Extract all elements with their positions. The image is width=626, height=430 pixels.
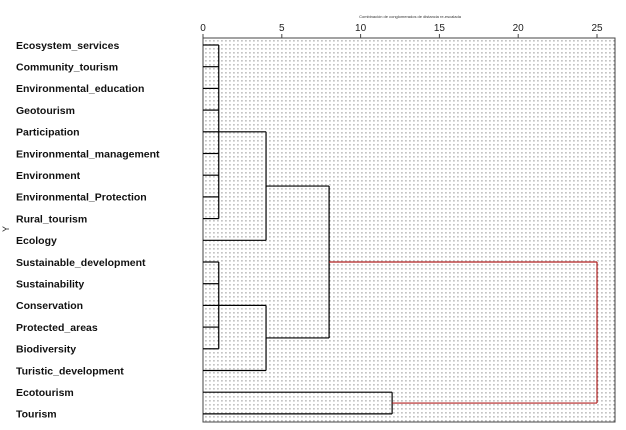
leaf-label-ecotourism: Ecotourism [16,387,74,399]
x-tick-label-25: 25 [591,23,603,34]
leaf-label-participation: Participation [16,127,80,139]
leaf-label-environment: Environment [16,170,81,182]
x-tick-label-10: 10 [355,23,367,34]
leaf-label-geotourism: Geotourism [16,105,75,117]
leaf-label-turistic-development: Turistic_development [16,365,124,377]
chart-title: Combinación de conglomerados de distanci… [359,14,462,19]
leaf-label-ecosystem-services: Ecosystem_services [16,40,119,52]
leaf-labels: Ecosystem_services Community_tourism Envir… [16,40,160,421]
x-tick-label-5: 5 [279,23,285,34]
leaf-label-environmental-education: Environmental_education [16,83,144,95]
leaf-label-community-tourism: Community_tourism [16,62,118,74]
leaf-label-environmental-protection: Environmental_Protection [16,192,147,204]
leaf-label-environmental-management: Environmental_management [16,148,160,160]
dendrogram-links [203,44,598,415]
leaf-label-sustainable-development: Sustainable_development [16,257,146,269]
x-tick-label-15: 15 [434,23,446,34]
leaf-label-rural-tourism: Rural_tourism [16,213,87,225]
leaf-label-sustainability: Sustainability [16,279,84,291]
x-tick-label-0: 0 [200,23,206,34]
leaf-label-protected-areas: Protected_areas [16,322,98,334]
x-tick-label-20: 20 [513,23,525,34]
y-axis-label: Y [1,226,11,232]
plot-area-grid [202,37,616,423]
leaf-label-tourism: Tourism [16,409,57,421]
leaf-label-biodiversity: Biodiversity [16,344,76,356]
leaf-label-ecology: Ecology [16,235,57,247]
x-axis: 0 5 10 15 20 25 [200,23,603,38]
leaf-label-conservation: Conservation [16,300,83,312]
